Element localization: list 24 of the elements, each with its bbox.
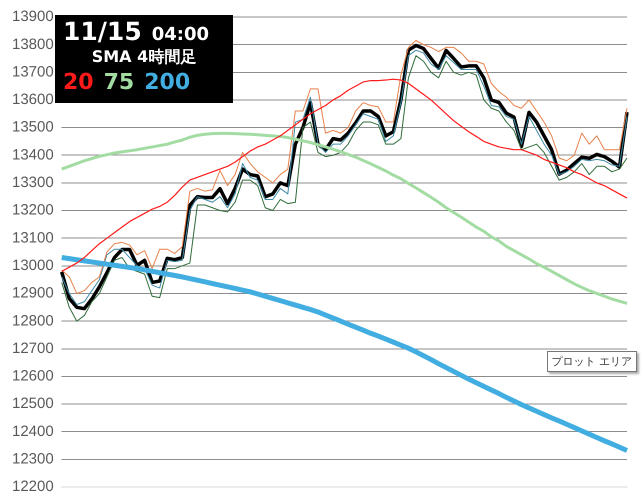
- y-tick-label: 12400: [12, 422, 54, 440]
- y-tick-label: 12800: [12, 312, 54, 330]
- y-tick-label: 13600: [12, 91, 54, 108]
- y-tick-label: 12900: [12, 284, 54, 302]
- y-tick-label: 13900: [12, 8, 54, 26]
- text: 75: [104, 70, 134, 95]
- y-tick-label: 12600: [12, 368, 54, 385]
- y-tick-label: 13300: [12, 174, 54, 192]
- text: 200: [144, 70, 190, 95]
- y-tick-label: 13700: [12, 63, 54, 80]
- text: SMA 4時間足: [90, 47, 198, 68]
- y-tick-label: 13200: [12, 202, 54, 219]
- y-tick-label: 12200: [12, 478, 54, 496]
- y-tick-label: 13400: [12, 146, 54, 164]
- text: 20: [63, 70, 94, 95]
- annotation: プロット エリア: [546, 351, 637, 372]
- y-tick-label: 13800: [12, 36, 54, 53]
- chart-title: 11/15 04:00: [63, 17, 210, 46]
- y-tick-label: 12500: [12, 395, 54, 412]
- y-tick-label: 12700: [12, 340, 54, 357]
- y-tick-label: 13000: [12, 256, 54, 274]
- y-tick-label: 12300: [12, 450, 54, 468]
- y-tick-label: 13100: [12, 229, 54, 246]
- y-tick-label: 13500: [12, 118, 54, 136]
